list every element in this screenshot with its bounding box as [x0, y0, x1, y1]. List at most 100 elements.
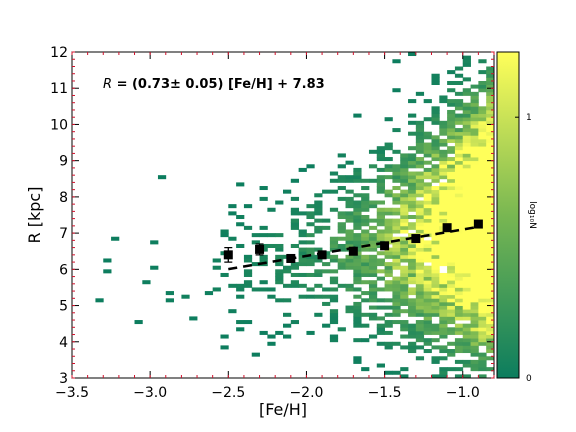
heatmap-cell — [454, 301, 464, 306]
heatmap-cell — [415, 338, 425, 343]
heatmap-cell — [368, 269, 378, 274]
heatmap-cell — [486, 247, 494, 252]
heatmap-cell — [423, 301, 432, 306]
heatmap-cell — [423, 251, 432, 256]
heatmap-cell — [431, 276, 440, 281]
heatmap-cell — [486, 70, 494, 75]
heatmap-cell — [376, 233, 385, 238]
heatmap-cell — [345, 309, 354, 314]
heatmap-cell — [243, 225, 253, 230]
heatmap-cell — [345, 283, 354, 288]
heatmap-cell — [220, 345, 229, 350]
heatmap-cell — [431, 157, 440, 162]
y-tick-label: 9 — [59, 154, 68, 170]
heatmap-cell — [408, 160, 417, 165]
heatmap-cell — [439, 316, 448, 321]
heatmap-cell — [368, 225, 378, 230]
heatmap-cell — [478, 131, 487, 136]
heatmap-cell — [384, 298, 393, 303]
heatmap-cell — [454, 258, 464, 263]
x-axis-label: [Fe/H] — [259, 400, 307, 419]
heatmap-cell — [408, 323, 417, 328]
heatmap-cell — [439, 283, 448, 288]
heatmap-cell — [290, 218, 300, 223]
heatmap-cell — [408, 225, 417, 230]
heatmap-cell — [431, 327, 440, 332]
heatmap-cell — [329, 243, 339, 248]
heatmap-cell — [462, 218, 471, 223]
heatmap-cell — [486, 225, 494, 230]
x-tick-label: −3.0 — [133, 385, 167, 401]
heatmap-cell — [470, 254, 479, 259]
heatmap-cell — [447, 102, 456, 107]
heatmap-cell — [462, 131, 471, 136]
heatmap-cell — [408, 305, 417, 310]
heatmap-cell — [470, 153, 479, 158]
heatmap-cell — [306, 233, 315, 238]
heatmap-cell — [384, 193, 393, 198]
x-tick-label: −2.5 — [211, 385, 245, 401]
heatmap-cell — [400, 367, 409, 372]
heatmap-cell — [454, 222, 464, 227]
heatmap-cell — [470, 160, 479, 165]
heatmap-cell — [486, 124, 494, 129]
heatmap-cell — [462, 167, 471, 172]
heatmap-cell — [275, 280, 284, 285]
heatmap-cell — [400, 215, 409, 220]
heatmap-cell — [415, 189, 425, 194]
heatmap-cell — [212, 258, 221, 263]
heatmap-cell — [470, 301, 479, 306]
heatmap-cell — [454, 251, 464, 256]
heatmap-cell — [439, 309, 448, 314]
heatmap-cell — [454, 193, 464, 198]
heatmap-cell — [486, 305, 494, 310]
heatmap-cell — [470, 186, 479, 191]
heatmap-cell — [392, 280, 401, 285]
heatmap-cell — [486, 251, 494, 256]
heatmap-cell — [470, 345, 479, 350]
heatmap-cell — [415, 211, 425, 216]
heatmap-cell — [314, 247, 323, 252]
heatmap-cell — [447, 330, 456, 335]
heatmap-cell — [470, 196, 479, 201]
heatmap-cell — [400, 309, 409, 314]
heatmap-cell — [236, 320, 245, 325]
x-tick-label: −1.5 — [368, 385, 402, 401]
heatmap-cell — [220, 334, 229, 339]
heatmap-cell — [345, 178, 354, 183]
heatmap-cell — [447, 254, 456, 259]
heatmap-cell — [251, 233, 260, 238]
heatmap-cell — [423, 211, 432, 216]
heatmap-cell — [462, 269, 471, 274]
heatmap-cell — [329, 287, 339, 292]
heatmap-cell — [486, 102, 494, 107]
heatmap-cell — [470, 269, 479, 274]
heatmap-cell — [439, 211, 448, 216]
heatmap-cell — [431, 258, 440, 263]
heatmap-cell — [384, 117, 393, 122]
heatmap-cell — [181, 294, 190, 299]
heatmap-cell — [275, 269, 284, 274]
x-tick-label: −2.0 — [289, 385, 323, 401]
heatmap-cell — [259, 233, 268, 238]
heatmap-cell — [478, 157, 487, 162]
heatmap-cell — [392, 164, 401, 169]
heatmap-cell — [439, 189, 448, 194]
heatmap-cell — [439, 149, 448, 154]
heatmap-cell — [306, 287, 315, 292]
heatmap-cell — [486, 146, 494, 151]
heatmap-cell — [478, 359, 487, 364]
heatmap-cell — [478, 301, 487, 306]
heatmap-cell — [462, 196, 471, 201]
heatmap-cell — [361, 218, 370, 223]
heatmap-cell — [486, 84, 494, 89]
heatmap-cell — [290, 265, 300, 270]
heatmap-cell — [329, 294, 339, 299]
y-tick-label: 11 — [50, 81, 68, 97]
heatmap-cell — [392, 167, 401, 172]
heatmap-cell — [423, 349, 432, 354]
heatmap-cell — [408, 254, 417, 259]
heatmap-cell — [439, 95, 448, 100]
heatmap-cell — [408, 243, 417, 248]
heatmap-cell — [236, 182, 245, 187]
